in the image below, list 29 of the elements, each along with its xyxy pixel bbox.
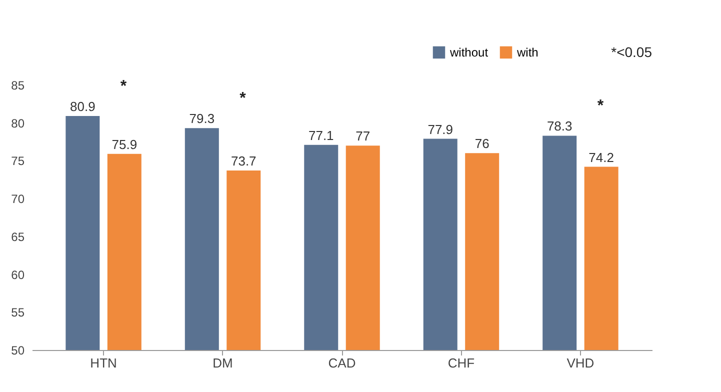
legend-label: without <box>449 45 489 60</box>
text: *<0.05 <box>611 44 652 60</box>
y-tick-label: 60 <box>11 268 25 282</box>
y-tick-label: 50 <box>11 344 25 358</box>
annotation: * <box>597 98 604 115</box>
data-label: 78.3 <box>546 118 572 134</box>
data-label: 80.9 <box>70 99 96 114</box>
x-tick-label: DM <box>212 356 233 370</box>
data-label: 74.2 <box>588 150 614 165</box>
y-tick-label: 65 <box>11 230 25 244</box>
x-tick-label: CHF <box>448 356 475 370</box>
data-label: 77.9 <box>428 122 454 137</box>
data-label: 77 <box>356 128 370 144</box>
annotation: * <box>120 78 128 96</box>
data-label: 76 <box>474 136 490 152</box>
y-tick-label: 80 <box>11 116 25 130</box>
x-tick-label: VHD <box>566 356 594 370</box>
y-tick-label: 55 <box>11 306 25 320</box>
y-tick-label: 85 <box>11 78 25 92</box>
y-tick-label: 70 <box>11 192 25 206</box>
legend-label: with <box>516 45 538 60</box>
data-label: 73.7 <box>230 154 256 169</box>
data-label: 75.9 <box>112 136 138 152</box>
annotation: * <box>240 90 247 108</box>
data-label: 79.3 <box>189 111 215 126</box>
data-label: 77.1 <box>308 128 334 143</box>
y-tick-label: 75 <box>11 154 25 168</box>
x-tick-label: CAD <box>328 356 356 370</box>
x-tick-label: HTN <box>90 356 117 370</box>
